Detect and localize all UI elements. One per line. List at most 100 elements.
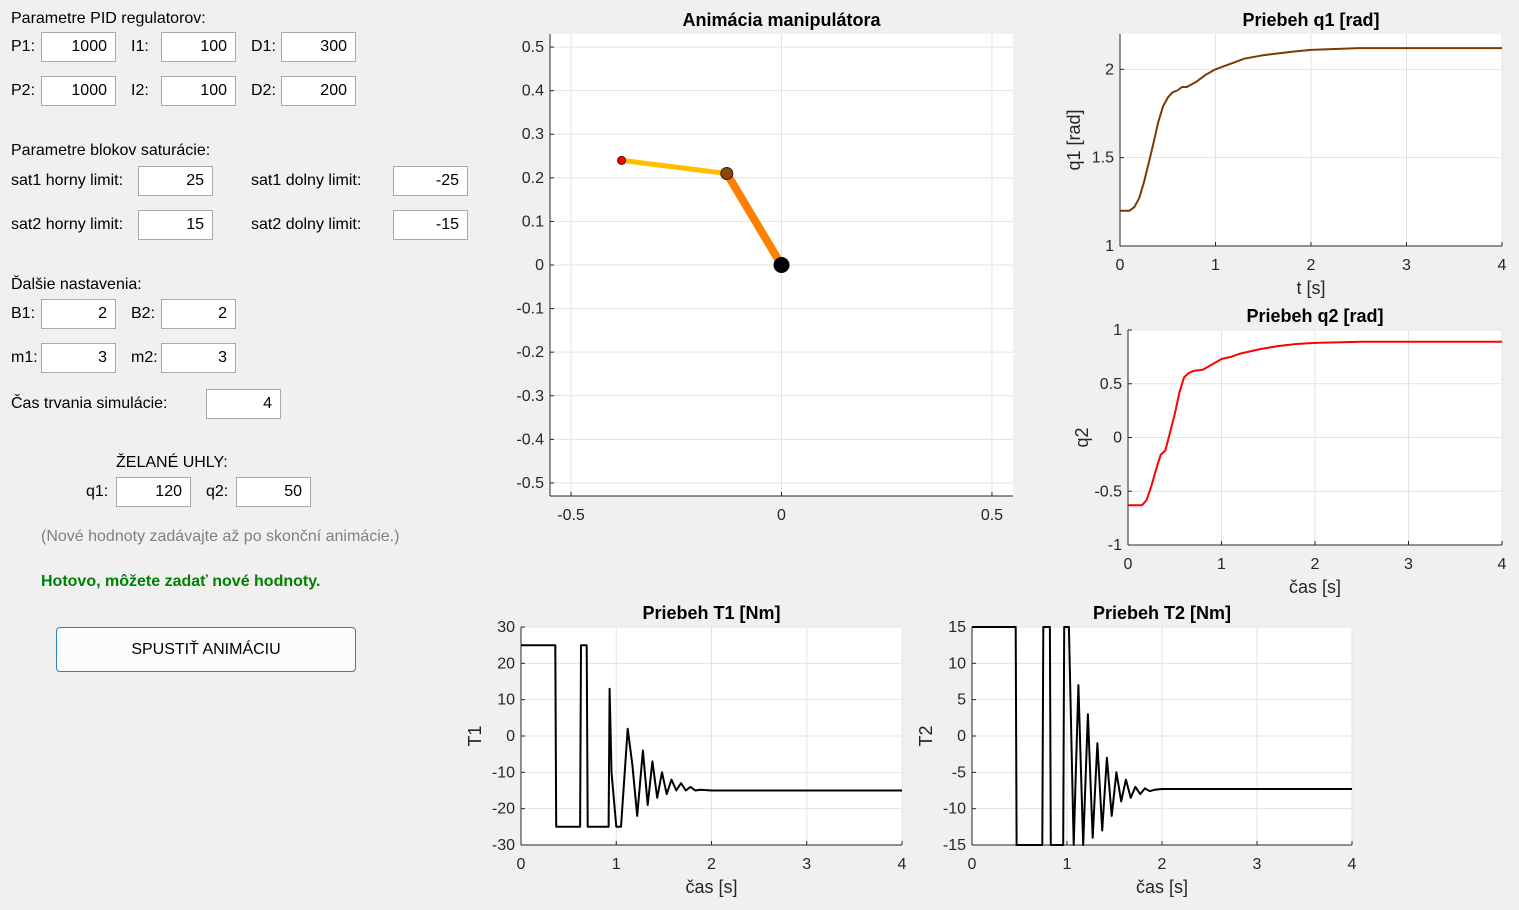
sat1-lower-input[interactable] <box>393 166 468 196</box>
t2-y-tick-label: 10 <box>948 655 966 672</box>
end-effector-marker <box>617 155 627 165</box>
animation-x-tick-label: 0.5 <box>981 507 1003 524</box>
animation-y-tick-label: -0.4 <box>516 431 544 448</box>
p1-label: P1: <box>11 38 36 55</box>
sat2-lower-label: sat2 dolny limit: <box>251 216 362 233</box>
m1-label: m1: <box>11 349 38 366</box>
i1-label: I1: <box>131 38 149 55</box>
p2-label: P2: <box>11 82 36 99</box>
animation-y-tick-label: 0 <box>535 257 544 274</box>
t2-y-tick-label: -15 <box>943 837 966 854</box>
sat1-lower-label: sat1 dolny limit: <box>251 172 362 189</box>
t1-y-axis-label: T1 <box>465 725 485 746</box>
q1-x-tick-label: 0 <box>1116 257 1125 274</box>
d2-label: D2: <box>251 82 276 99</box>
i2-label: I2: <box>131 82 149 99</box>
status-message: Hotovo, môžete zadať nové hodnoty. <box>41 573 321 590</box>
q1-y-tick-label: 1 <box>1105 238 1114 255</box>
q2-y-tick-label: 0 <box>1113 430 1122 447</box>
q2-y-tick-label: -1 <box>1108 537 1122 554</box>
t2-series-line <box>972 626 1352 846</box>
q1-series-line <box>1120 47 1502 212</box>
t1-y-tick-label: 0 <box>506 728 515 745</box>
link1-segment <box>722 169 786 269</box>
animation-y-tick-label: 0.1 <box>522 213 544 230</box>
q1-x-tick-label: 4 <box>1498 257 1507 274</box>
t2-chart: 0 1 2 3 4 15 10 5 0 -5 -10 -15 Priebeh T2 [Nm] čas [s… <box>916 603 1357 897</box>
animation-y-tick-label: 0.2 <box>522 170 544 187</box>
m2-input[interactable] <box>161 343 236 373</box>
t1-x-axis-label: čas [s] <box>685 877 737 897</box>
animation-y-tick-label: -0.5 <box>516 475 544 492</box>
animation-x-tick-label: -0.5 <box>557 507 585 524</box>
d1-input[interactable] <box>281 32 356 62</box>
t2-x-tick-label: 0 <box>968 856 977 873</box>
duration-input[interactable] <box>206 389 281 419</box>
animation-y-tick-label: -0.2 <box>516 344 544 361</box>
animation-chart-title: Animácia manipulátora <box>682 10 881 30</box>
other-settings-title: Ďalšie nastavenia: <box>11 276 142 293</box>
input-note: (Nové hodnoty zadávajte až po skonční an… <box>41 528 400 545</box>
q1-y-tick-label: 1.5 <box>1092 150 1114 167</box>
q2-x-tick-label: 0 <box>1124 556 1133 573</box>
q2-x-tick-label: 1 <box>1217 556 1226 573</box>
animation-y-tick-label: 0.5 <box>522 39 544 56</box>
q1-chart-title: Priebeh q1 [rad] <box>1242 10 1379 30</box>
p2-input[interactable] <box>41 76 116 106</box>
desired-q1-label: q1: <box>86 483 109 500</box>
desired-q1-input[interactable] <box>116 477 191 507</box>
animation-chart: -0.5 0 0.5 0.5 0.4 0.3 0.2 0.1 0 -0.1 -0.2 -0.3 -0.4… <box>516 10 1013 524</box>
q2-x-tick-label: 3 <box>1404 556 1413 573</box>
sat1-upper-input[interactable] <box>138 166 213 196</box>
t1-y-tick-label: 20 <box>497 655 515 672</box>
m1-input[interactable] <box>41 343 116 373</box>
link2-segment <box>619 157 730 176</box>
b2-input[interactable] <box>161 299 236 329</box>
q2-y-tick-label: 0.5 <box>1100 376 1122 393</box>
t1-y-tick-label: -20 <box>492 801 515 818</box>
t2-y-tick-label: 15 <box>948 619 966 636</box>
q1-x-tick-label: 1 <box>1211 257 1220 274</box>
i1-input[interactable] <box>161 32 236 62</box>
q2-series-line <box>1128 340 1502 507</box>
start-animation-button[interactable]: SPUSTIŤ ANIMÁCIU <box>56 627 356 672</box>
animation-y-tick-label: -0.1 <box>516 301 544 318</box>
sat2-upper-label: sat2 horny limit: <box>11 216 124 233</box>
i2-input[interactable] <box>161 76 236 106</box>
t2-y-axis-label: T2 <box>916 725 936 746</box>
elbow-joint-marker <box>720 166 734 180</box>
animation-y-tick-label: 0.4 <box>522 83 544 100</box>
t1-x-tick-label: 0 <box>517 856 526 873</box>
animation-y-tick-label: 0.3 <box>522 126 544 143</box>
t2-y-tick-label: -5 <box>952 764 966 781</box>
pid-section-title: Parametre PID regulatorov: <box>11 10 206 27</box>
b1-label: B1: <box>11 305 36 322</box>
sat2-lower-input[interactable] <box>393 210 468 240</box>
t2-y-tick-label: -10 <box>943 801 966 818</box>
q2-y-tick-label: -0.5 <box>1094 483 1122 500</box>
q1-x-axis-label: t [s] <box>1296 278 1325 298</box>
b1-input[interactable] <box>41 299 116 329</box>
t1-x-tick-label: 3 <box>802 856 811 873</box>
t2-y-tick-label: 0 <box>957 728 966 745</box>
sat2-upper-input[interactable] <box>138 210 213 240</box>
d1-label: D1: <box>251 38 276 55</box>
t2-chart-title: Priebeh T2 [Nm] <box>1093 603 1231 623</box>
q2-y-tick-label: 1 <box>1113 322 1122 339</box>
p1-input[interactable] <box>41 32 116 62</box>
q1-y-axis-label: q1 [rad] <box>1064 109 1084 170</box>
q1-x-tick-label: 2 <box>1307 257 1316 274</box>
sat1-upper-label: sat1 horny limit: <box>11 172 124 189</box>
t1-y-tick-label: -30 <box>492 837 515 854</box>
desired-q2-label: q2: <box>206 483 229 500</box>
d2-input[interactable] <box>281 76 356 106</box>
q2-x-tick-label: 2 <box>1311 556 1320 573</box>
m2-label: m2: <box>131 349 158 366</box>
t1-y-tick-label: -10 <box>492 764 515 781</box>
t2-y-tick-label: 5 <box>957 692 966 709</box>
desired-q2-input[interactable] <box>236 477 311 507</box>
t1-x-tick-label: 1 <box>612 856 621 873</box>
q2-y-axis-label: q2 <box>1072 427 1092 447</box>
animation-y-tick-label: -0.3 <box>516 388 544 405</box>
